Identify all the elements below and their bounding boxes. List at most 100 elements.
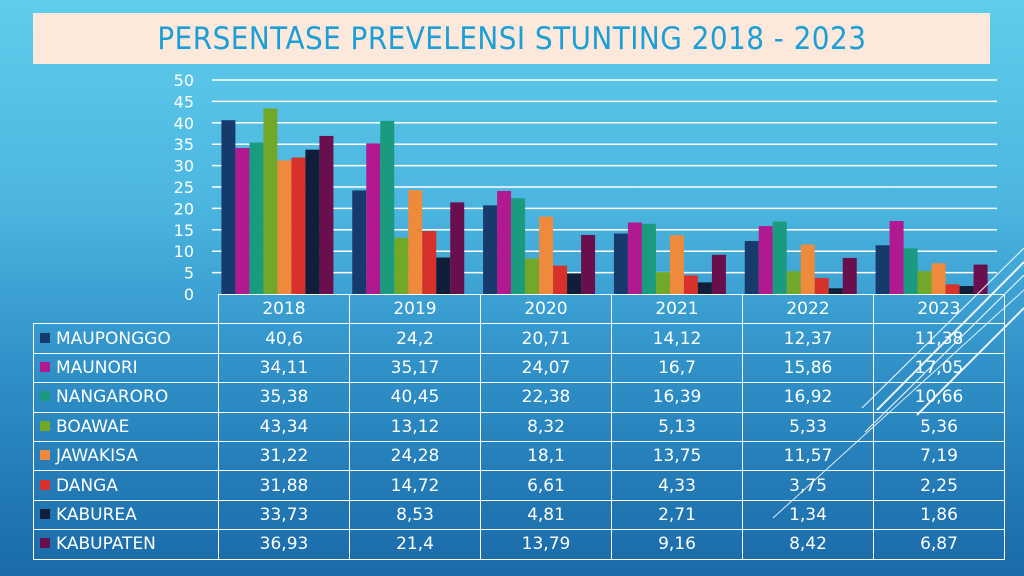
table-cell-value: 7,19 — [873, 440, 1005, 472]
bar-danga-2022 — [814, 277, 829, 294]
table-cell-value: 13,12 — [349, 411, 481, 442]
table-cell-value: 4,33 — [611, 470, 743, 501]
table-header-year: 2023 — [873, 293, 1005, 325]
legend-label: KABUPATEN — [33, 529, 219, 560]
legend-label: NANGARORO — [33, 382, 219, 413]
table-cell-value: 16,92 — [742, 382, 874, 413]
table-cell-value: 24,28 — [349, 440, 481, 472]
legend-swatch-icon — [40, 450, 50, 461]
bar-maunori-2021 — [627, 222, 642, 294]
bar-nangaroro-2021 — [641, 223, 656, 294]
table-cell-value: 1,34 — [742, 499, 874, 531]
table-row: KABUREA 33,73 8,53 4,81 2,71 1,34 1,86 — [33, 499, 1005, 531]
table-cell-value: 35,38 — [218, 382, 350, 413]
legend-swatch-icon — [40, 361, 50, 372]
table-cell-value: 14,72 — [349, 470, 481, 501]
bar-kabupaten-2020 — [581, 234, 596, 294]
table-header-year: 2020 — [480, 293, 612, 325]
table-cell-value: 21,4 — [349, 529, 481, 560]
table-cell-value: 24,07 — [480, 352, 612, 384]
table-header-year: 2022 — [742, 293, 874, 325]
chart-title: PERSENTASE PREVELENSI STUNTING 2018 - 20… — [156, 20, 867, 57]
table-cell-value: 35,17 — [349, 352, 481, 384]
table-cell-value: 31,88 — [218, 470, 350, 501]
bar-maunori-2023 — [889, 221, 904, 294]
bar-mauponggo-2019 — [352, 190, 367, 294]
series-name: DANGA — [56, 475, 118, 496]
bar-boawae-2018 — [263, 108, 278, 295]
legend-swatch-icon — [40, 508, 50, 519]
table-cell-value: 2,71 — [611, 499, 743, 531]
y-tick-label: 40 — [174, 114, 194, 133]
table-cell-value: 24,2 — [349, 323, 481, 354]
bar-nangaroro-2022 — [772, 221, 787, 294]
legend-label: DANGA — [33, 470, 219, 501]
series-name: NANGARORO — [56, 387, 169, 408]
table-cell-value: 3,75 — [742, 470, 874, 501]
table-cell-value: 6,61 — [480, 470, 612, 501]
bar-kabupaten-2021 — [711, 254, 726, 294]
bar-kaburea-2018 — [305, 149, 320, 294]
y-tick-label: 5 — [184, 264, 194, 283]
bar-jawakisa-2018 — [277, 160, 292, 294]
series-name: MAUPONGGO — [56, 328, 171, 349]
table-corner — [33, 294, 219, 325]
bar-boawae-2021 — [655, 272, 670, 294]
bar-nangaroro-2019 — [380, 120, 395, 295]
table-cell-value: 5,13 — [611, 411, 743, 442]
table-header-year: 2018 — [218, 293, 350, 325]
bar-kaburea-2023 — [959, 286, 974, 294]
table-cell-value: 8,53 — [349, 499, 481, 531]
bar-kabupaten-2018 — [319, 135, 334, 294]
table-cell-value: 4,81 — [480, 499, 612, 531]
bar-nangaroro-2020 — [511, 198, 526, 294]
legend-swatch-icon — [40, 538, 50, 549]
legend-label: JAWAKISA — [33, 440, 219, 472]
bar-mauponggo-2022 — [744, 241, 759, 294]
y-tick-label: 30 — [174, 157, 194, 176]
series-name: JAWAKISA — [56, 446, 138, 467]
bar-maunori-2020 — [497, 190, 512, 294]
table-cell-value: 13,75 — [611, 440, 743, 472]
legend-label: KABUREA — [33, 499, 219, 531]
table-cell-value: 14,12 — [611, 323, 743, 354]
series-name: KABUREA — [56, 504, 137, 525]
table-row: MAUNORI 34,11 35,17 24,07 16,7 15,86 17,05 — [33, 352, 1005, 384]
table-row: DANGA 31,88 14,72 6,61 4,33 3,75 2,25 — [33, 470, 1005, 501]
series-name: KABUPATEN — [56, 534, 156, 555]
bar-boawae-2023 — [917, 271, 932, 294]
table-cell-value: 5,33 — [742, 411, 874, 442]
bar-jawakisa-2020 — [539, 216, 554, 294]
bar-kaburea-2020 — [567, 273, 582, 294]
table-cell-value: 43,34 — [218, 411, 350, 442]
bars — [221, 108, 988, 295]
table-cell-value: 2,25 — [873, 470, 1005, 501]
legend-swatch-icon — [40, 391, 50, 402]
table-cell-value: 12,37 — [742, 323, 874, 354]
bar-jawakisa-2022 — [800, 244, 815, 294]
table-cell-value: 15,86 — [742, 352, 874, 384]
bar-maunori-2019 — [366, 143, 381, 294]
bar-maunori-2018 — [235, 148, 250, 294]
bar-danga-2021 — [683, 275, 698, 294]
bar-danga-2019 — [422, 230, 437, 294]
table-cell-value: 36,93 — [218, 529, 350, 560]
table-cell-value: 22,38 — [480, 382, 612, 413]
table-cell-value: 8,42 — [742, 529, 874, 560]
legend-swatch-icon — [40, 332, 50, 343]
bar-boawae-2019 — [394, 237, 409, 294]
bar-nangaroro-2023 — [903, 248, 918, 294]
y-tick-label: 15 — [174, 221, 194, 240]
table-cell-value: 1,86 — [873, 499, 1005, 531]
table-cell-value: 9,16 — [611, 529, 743, 560]
data-table: 2018 2019 2020 2021 2022 2023 MAUPONGGO 40,6 24… — [33, 293, 1005, 560]
y-tick-label: 50 — [174, 71, 194, 90]
table-cell-value: 11,38 — [873, 323, 1005, 354]
table-cell-value: 40,45 — [349, 382, 481, 413]
bar-mauponggo-2023 — [875, 245, 890, 294]
bar-jawakisa-2019 — [408, 190, 423, 294]
table-cell-value: 16,7 — [611, 352, 743, 384]
table-cell-value: 17,05 — [873, 352, 1005, 384]
table-header-year: 2019 — [349, 293, 481, 325]
